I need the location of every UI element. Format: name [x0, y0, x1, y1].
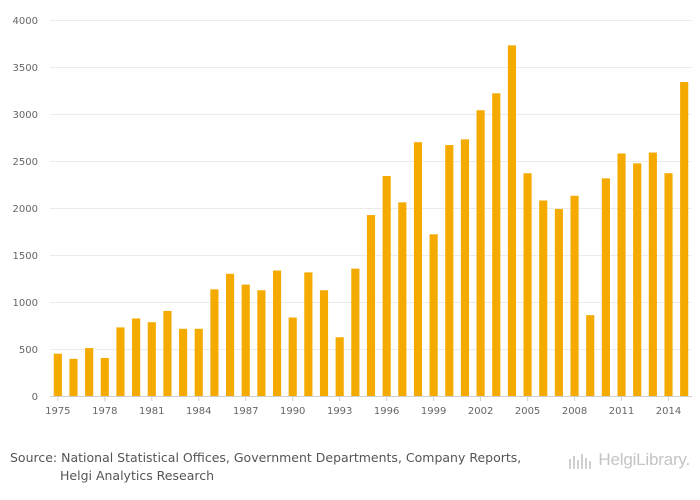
x-tick-label: 2014 — [656, 406, 681, 417]
y-tick-label: 1000 — [13, 298, 38, 309]
bar-1988[interactable] — [257, 290, 266, 396]
x-axis-ticks — [57, 396, 670, 401]
bar-1993[interactable] — [335, 337, 344, 396]
bar-2004[interactable] — [507, 45, 516, 396]
bar-1991[interactable] — [304, 272, 313, 396]
brand-name: HelgiLibrary. — [598, 450, 690, 469]
x-axis-labels: 1975 1978 1981 1984 1987 1990 1993 1996 1999 2002… — [45, 406, 681, 417]
x-tick-label: 1990 — [280, 406, 305, 417]
bar-1983[interactable] — [179, 328, 188, 396]
x-tick-label: 1978 — [92, 406, 117, 417]
source-line-1: Source: National Statistical Offices, Go… — [10, 450, 522, 465]
y-tick-label: 2000 — [13, 204, 38, 215]
source-note: Source: National Statistical Offices, Go… — [10, 449, 550, 485]
bar-1977[interactable] — [85, 348, 94, 396]
helgi-library-logo-icon — [569, 454, 592, 469]
x-tick-label: 1999 — [421, 406, 446, 417]
bar-1992[interactable] — [319, 290, 329, 396]
bar-2007[interactable] — [554, 208, 563, 396]
bar-2006[interactable] — [539, 200, 548, 396]
bar-2001[interactable] — [460, 139, 470, 396]
bar-2013[interactable] — [648, 152, 657, 396]
x-tick-label: 2011 — [609, 406, 634, 417]
bar-2015[interactable] — [680, 82, 689, 396]
bar-1995[interactable] — [366, 215, 376, 396]
bar-1975[interactable] — [53, 353, 62, 396]
bar-1986[interactable] — [226, 273, 235, 396]
bars — [53, 45, 689, 397]
x-tick-label: 1993 — [327, 406, 352, 417]
bar-1981[interactable] — [147, 322, 156, 396]
y-tick-label: 0 — [32, 392, 38, 403]
bar-1996[interactable] — [382, 176, 391, 396]
y-tick-label: 2500 — [13, 157, 38, 168]
y-tick-label: 3000 — [13, 110, 38, 121]
y-axis-labels: 0 500 1000 1500 2000 2500 3000 3500 4000 — [13, 16, 38, 403]
bar-2012[interactable] — [633, 163, 642, 396]
bar-2003[interactable] — [492, 93, 501, 396]
bar-1976[interactable] — [69, 358, 78, 396]
bar-1997[interactable] — [398, 202, 407, 396]
bar-2014[interactable] — [664, 173, 673, 396]
x-tick-label: 1984 — [186, 406, 211, 417]
brand-logo: HelgiLibrary. — [567, 449, 690, 471]
source-line-2: Helgi Analytics Research — [60, 468, 215, 483]
x-tick-label: 2005 — [515, 406, 540, 417]
bar-1982[interactable] — [163, 310, 172, 396]
bar-2010[interactable] — [601, 178, 610, 396]
bar-1978[interactable] — [100, 357, 109, 396]
bar-1990[interactable] — [288, 317, 297, 396]
bar-1979[interactable] — [116, 327, 125, 396]
bar-2008[interactable] — [570, 195, 579, 396]
bar-2009[interactable] — [586, 315, 595, 396]
bar-2002[interactable] — [476, 110, 485, 397]
y-tick-label: 3500 — [13, 63, 38, 74]
bar-1984[interactable] — [194, 328, 203, 396]
x-tick-label: 1975 — [45, 406, 70, 417]
bar-1980[interactable] — [132, 318, 141, 396]
bar-1985[interactable] — [210, 289, 219, 396]
x-tick-label: 1987 — [233, 406, 258, 417]
y-tick-label: 500 — [19, 345, 38, 356]
y-tick-label: 1500 — [13, 251, 38, 262]
x-tick-label: 1996 — [374, 406, 399, 417]
x-tick-label: 1981 — [139, 406, 164, 417]
bar-1999[interactable] — [429, 234, 438, 396]
x-tick-label: 2008 — [562, 406, 587, 417]
bar-1989[interactable] — [272, 270, 282, 396]
x-tick-label: 2002 — [468, 406, 493, 417]
y-tick-label: 4000 — [13, 16, 38, 27]
bar-2011[interactable] — [617, 153, 626, 396]
bar-1998[interactable] — [413, 142, 423, 396]
bar-1987[interactable] — [241, 284, 250, 396]
bar-2000[interactable] — [445, 145, 454, 396]
bar-2005[interactable] — [523, 173, 532, 396]
bar-1994[interactable] — [351, 268, 360, 396]
